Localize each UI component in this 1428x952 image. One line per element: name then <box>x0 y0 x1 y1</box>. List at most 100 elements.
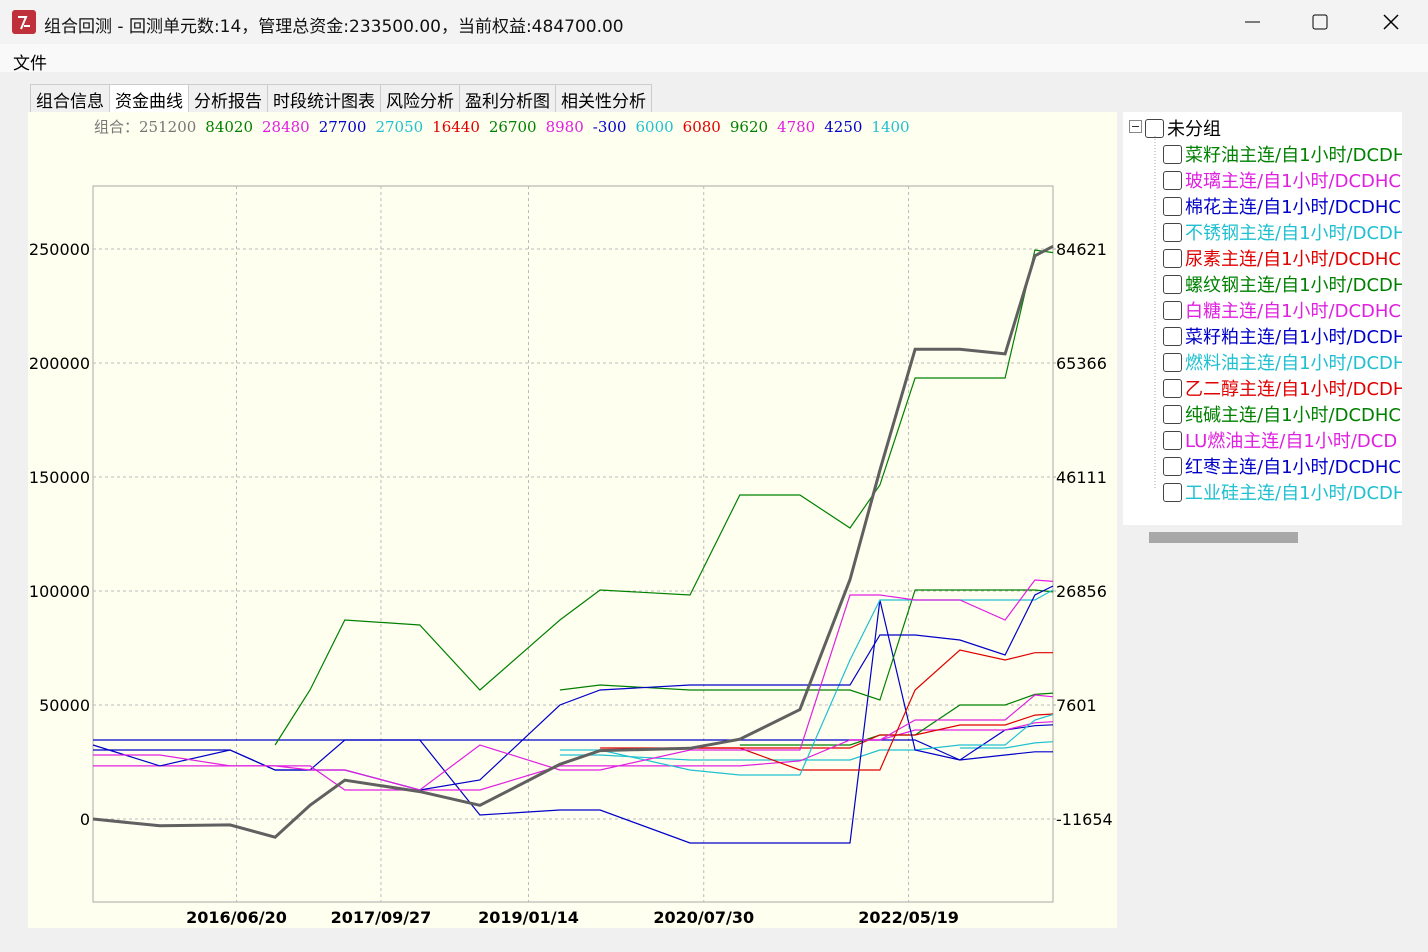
tree-item-label: 燃料油主连/自1小时/DCDH <box>1185 353 1402 374</box>
tab[interactable]: 盈利分析图 <box>459 84 556 115</box>
maximize[interactable] <box>1312 14 1328 30</box>
tab[interactable]: 相关性分析 <box>555 84 652 115</box>
checkbox[interactable] <box>1163 456 1182 476</box>
tree-item[interactable]: 红枣主连/自1小时/DCDHC <box>1163 453 1401 479</box>
series-line <box>92 585 1054 791</box>
tree-item-label: 工业硅主连/自1小时/DCDH <box>1185 483 1402 504</box>
y2-tick-label: 46111 <box>1056 468 1107 487</box>
tree-panel: 未分组 菜籽油主连/自1小时/DCDH 玻璃主连/自1小时/DCDHC 棉花主连/自… <box>1123 112 1402 525</box>
y-tick-label: 50000 <box>39 696 90 715</box>
checkbox[interactable] <box>1163 352 1182 372</box>
checkbox[interactable] <box>1163 170 1182 190</box>
x-tick-label: 2022/05/19 <box>858 908 959 927</box>
summary-value: 27050 <box>375 118 424 136</box>
summary-value: 251200 <box>139 118 197 136</box>
checkbox[interactable] <box>1163 404 1182 424</box>
checkbox[interactable] <box>1163 248 1182 268</box>
summary-value: 4780 <box>777 118 816 136</box>
summary-value: 28480 <box>262 118 310 136</box>
checkbox[interactable] <box>1163 378 1182 398</box>
series-line <box>93 724 1054 761</box>
tree-item[interactable]: 菜籽油主连/自1小时/DCDH <box>1163 141 1402 167</box>
tree-item-label: 菜籽粕主连/自1小时/DCDH <box>1185 327 1402 348</box>
checkbox[interactable] <box>1163 482 1182 502</box>
app-icon <box>12 10 36 34</box>
checkbox[interactable] <box>1163 326 1182 346</box>
tree-item[interactable]: LU燃油主连/自1小时/DCD <box>1163 427 1397 453</box>
checkbox[interactable] <box>1163 300 1182 320</box>
tree-item[interactable]: 燃料油主连/自1小时/DCDH <box>1163 349 1402 375</box>
summary-value: 8980 <box>545 118 584 136</box>
checkbox[interactable] <box>1163 222 1182 242</box>
collapse-icon[interactable] <box>1129 120 1143 134</box>
summary-value: 26700 <box>488 118 537 136</box>
tree-root-label: 未分组 <box>1167 119 1221 140</box>
tree-item[interactable]: 棉花主连/自1小时/DCDHC <box>1163 193 1401 219</box>
tree-item-label: LU燃油主连/自1小时/DCD <box>1185 431 1398 452</box>
y2-tick-label: -11654 <box>1056 810 1113 829</box>
series-line <box>559 713 1054 761</box>
chart: 2016/06/20 2017/09/27 2019/01/14 2020/07/30… <box>29 185 1113 927</box>
tree-item-label: 不锈钢主连/自1小时/DCDH <box>1185 223 1402 244</box>
tree-item-label: 乙二醇主连/自1小时/DCDH <box>1185 379 1402 400</box>
checkbox[interactable] <box>1163 274 1182 294</box>
x-tick-label: 2019/01/14 <box>478 908 579 927</box>
series-line <box>559 589 1054 776</box>
tree-item-label: 螺纹钢主连/自1小时/DCDH <box>1185 275 1402 296</box>
tree-root[interactable]: 未分组 <box>1145 115 1221 141</box>
tab[interactable]: 分析报告 <box>188 84 268 115</box>
series-line <box>600 649 1053 771</box>
tree-item-label: 玻璃主连/自1小时/DCDHC <box>1185 171 1401 192</box>
x-tick-label: 2020/07/30 <box>653 908 754 927</box>
x-tick-label: 2016/06/20 <box>186 908 287 927</box>
chart-panel: 组合：251200 84020 28480 27700 27050 16440 26700 8… <box>28 112 1117 928</box>
tree-item[interactable]: 纯碱主连/自1小时/DCDHC <box>1163 401 1401 427</box>
tree-item[interactable]: 螺纹钢主连/自1小时/DCDH <box>1163 271 1402 297</box>
y-tick-label: 0 <box>80 810 90 829</box>
tree-item-label: 尿素主连/自1小时/DCDHC <box>1185 249 1401 270</box>
close[interactable] <box>1383 14 1399 30</box>
tree-item[interactable]: 尿素主连/自1小时/DCDHC <box>1163 245 1401 271</box>
series-line <box>559 589 1054 701</box>
tree-item-label: 菜籽油主连/自1小时/DCDH <box>1185 145 1402 166</box>
summary-value: 9620 <box>729 118 769 136</box>
series-line <box>690 713 1054 749</box>
checkbox[interactable] <box>1163 196 1182 216</box>
y-tick-label: 250000 <box>29 240 90 259</box>
menu-item[interactable]: 文件 <box>13 54 47 74</box>
summary-row: 组合：251200 84020 28480 27700 27050 16440 26700 8… <box>94 116 919 137</box>
window-title: 组合回测 - 回测单元数:14，管理总资金:233500.00，当前权益:484… <box>44 17 624 37</box>
tree-item[interactable]: 白糖主连/自1小时/DCDHC <box>1163 297 1401 323</box>
series-line <box>93 694 1054 791</box>
title-bar: 组合回测 - 回测单元数:14，管理总资金:233500.00，当前权益:484… <box>0 0 1428 44</box>
tree-item-label: 红枣主连/自1小时/DCDHC <box>1185 457 1401 478</box>
tree-item[interactable]: 菜籽粕主连/自1小时/DCDH <box>1163 323 1402 349</box>
tree-item[interactable]: 乙二醇主连/自1小时/DCDH <box>1163 375 1402 401</box>
tab-bar: 组合信息 资金曲线 分析报告 时段统计图表 风险分析 盈利分析图 相关性分析 <box>30 84 652 115</box>
tab[interactable]: 组合信息 <box>30 84 110 115</box>
y2-tick-label: 65366 <box>1056 354 1107 373</box>
scrollbar[interactable] <box>1149 532 1298 543</box>
summary-value: 16440 <box>432 118 480 136</box>
tree-item[interactable]: 不锈钢主连/自1小时/DCDH <box>1163 219 1402 245</box>
summary-value: 6000 <box>635 118 674 136</box>
checkbox[interactable] <box>1163 144 1182 164</box>
checkbox[interactable] <box>1163 430 1182 450</box>
y-tick-label: 150000 <box>29 468 90 487</box>
y-tick-label: 200000 <box>29 354 90 373</box>
summary-value: 4250 <box>824 118 863 136</box>
tree-item-label: 纯碱主连/自1小时/DCDHC <box>1185 405 1401 426</box>
series-line <box>274 249 1054 746</box>
series-line <box>959 741 1054 749</box>
tree-item-label: 白糖主连/自1小时/DCDHC <box>1185 301 1401 322</box>
tree-item[interactable]: 玻璃主连/自1小时/DCDHC <box>1163 167 1401 193</box>
window-controls[interactable] <box>1240 0 1420 44</box>
plot-area <box>92 185 1054 903</box>
tab[interactable]: 资金曲线 <box>109 84 189 115</box>
tab[interactable]: 时段统计图表 <box>267 84 381 115</box>
summary-value: 6080 <box>682 118 721 136</box>
tree-item[interactable]: 工业硅主连/自1小时/DCDH <box>1163 479 1402 505</box>
tab[interactable]: 风险分析 <box>380 84 460 115</box>
y2-tick-label: 7601 <box>1056 696 1097 715</box>
